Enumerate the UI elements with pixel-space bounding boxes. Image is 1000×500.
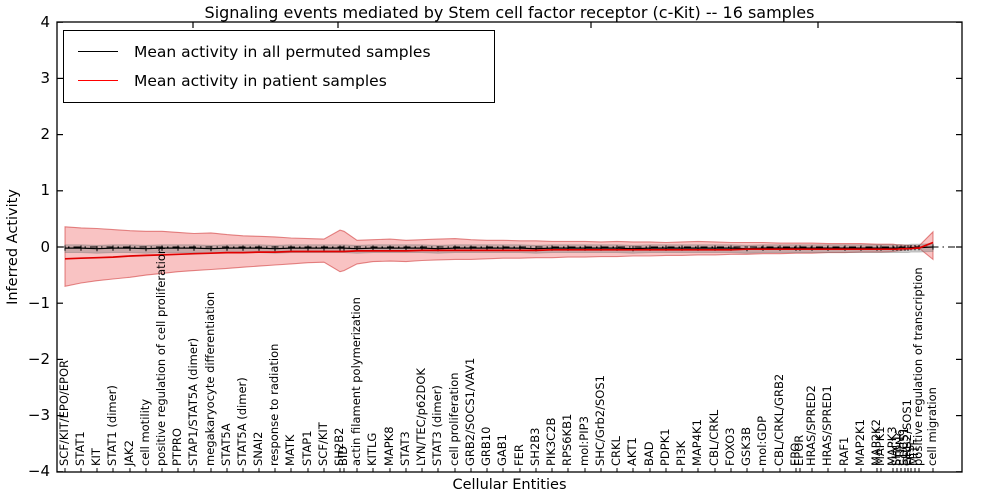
- entity-label: HRAS/SPRED2: [804, 385, 818, 466]
- entity-label: PTPRO: [170, 428, 184, 466]
- chart-title: Signaling events mediated by Stem cell f…: [204, 3, 815, 22]
- entity-label: AKT1: [625, 437, 639, 466]
- y-tick-label: −3: [27, 406, 50, 425]
- entity-label: actin filament polymerization: [349, 297, 363, 466]
- entity-label: RAF1: [837, 436, 851, 466]
- entity-label: MAPK8: [382, 426, 396, 466]
- entity-label: KITLG: [365, 432, 379, 466]
- legend-label: Mean activity in all permuted samples: [134, 42, 431, 61]
- entity-label: PDPK1: [658, 428, 672, 466]
- patient-band: [64, 226, 934, 287]
- entity-label: MAP4K1: [690, 419, 704, 466]
- legend: Mean activity in all permuted samples Mea…: [63, 30, 495, 103]
- entity-label: PI3K: [674, 440, 688, 466]
- entity-label: STAT3 (dimer): [430, 385, 444, 466]
- legend-entry: Mean activity in all permuted samples: [64, 37, 494, 66]
- entity-label: MATK: [283, 434, 297, 466]
- y-tick-label: −1: [27, 293, 50, 312]
- y-tick-label: 2: [40, 125, 50, 144]
- entity-label: HRAS/SPRED1: [820, 385, 834, 466]
- y-tick-label: 1: [40, 181, 50, 200]
- entity-label: GRB10: [479, 426, 493, 466]
- legend-label: Mean activity in patient samples: [134, 71, 387, 90]
- entity-label: KIT: [89, 448, 103, 466]
- entity-label: PIK3C2B: [544, 417, 558, 466]
- y-tick-label: −2: [27, 349, 50, 368]
- entity-label: STAP1/STAT5A (dimer): [186, 337, 200, 466]
- entity-label: cell motility: [138, 398, 152, 466]
- legend-entry: Mean activity in patient samples: [64, 66, 494, 95]
- legend-line-sample: [78, 80, 118, 81]
- entity-label: positive regulation of transcription: [911, 267, 925, 466]
- entity-label: STAT5A: [219, 423, 233, 466]
- y-tick-label: −4: [27, 462, 50, 481]
- legend-line-sample: [78, 51, 118, 52]
- entity-label: cell migration: [925, 387, 939, 466]
- entity-label: SCF/KIT: [316, 422, 330, 466]
- x-axis-label: Cellular Entities: [452, 477, 567, 493]
- entity-label: RPS6KB1: [560, 413, 574, 466]
- entity-label: GSK3B: [739, 427, 753, 466]
- patient-mean-line: [64, 241, 934, 260]
- entity-label: STAT5A (dimer): [235, 377, 249, 466]
- entity-label: CBL/CRKL: [707, 409, 721, 466]
- entity-label: CBL/CRKL/GRB2: [772, 373, 786, 466]
- y-tick-label: 4: [40, 12, 50, 31]
- entity-label: SHC/Grb2/SOS1: [593, 375, 607, 466]
- entity-label: FOXO3: [723, 427, 737, 466]
- entity-label: STAT3: [398, 431, 412, 466]
- entity-label: response to radiation: [267, 343, 281, 466]
- entity-label: GAB1: [495, 434, 509, 466]
- entity-label: SCF/KIT/EPO/EPOR: [57, 359, 71, 466]
- y-tick-label: 3: [40, 68, 50, 87]
- entity-label: positive regulation of cell proliferatio…: [154, 246, 168, 466]
- entity-label: mol:PIP3: [577, 416, 591, 466]
- entity-label: SNAI2: [251, 431, 265, 466]
- entity-label: STAT1 (dimer): [105, 385, 119, 466]
- y-tick-label: 0: [40, 237, 50, 256]
- entity-label: LYN/TEC/p62DOK: [414, 368, 428, 466]
- entity-label: CRKL: [609, 436, 623, 466]
- entity-label: cell proliferation: [447, 372, 461, 466]
- entity-label: FER: [512, 444, 526, 466]
- entity-label: STAT1: [73, 431, 87, 466]
- entity-label: JAK2: [122, 440, 136, 466]
- entity-label: MAP2K1: [853, 419, 867, 466]
- entity-label: mol:GDP: [755, 415, 769, 466]
- entity-label: BAD: [642, 441, 656, 466]
- entity-label: SH2B3: [528, 427, 542, 466]
- entity-label: STAP1: [300, 430, 314, 466]
- entity-label: GRB2/SOCS1/VAV1: [463, 357, 477, 466]
- entity-label: megakaryocyte differentiation: [203, 291, 217, 466]
